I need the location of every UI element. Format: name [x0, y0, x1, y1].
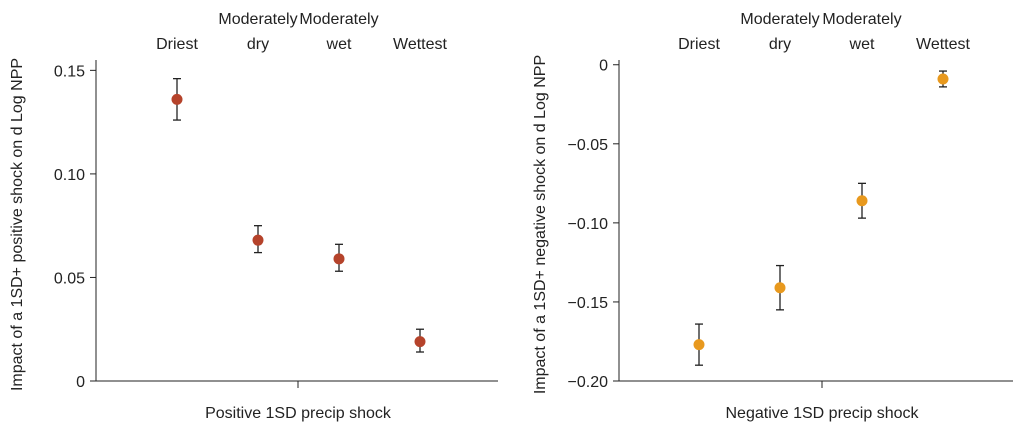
- chart-panel-1: 0 0.05 0.10 0.15 Driest Moderately dry Moderate…: [9, 11, 498, 422]
- data-point: [937, 73, 949, 85]
- category-label: Wettest: [393, 36, 448, 53]
- y-tick-label: 0.10: [54, 167, 85, 184]
- y-tick-label: −0.10: [568, 216, 609, 233]
- chart-panel-2: −0.20 −0.15 −0.10 −0.05 0 Driest Moderately dry…: [532, 11, 1013, 422]
- category-label: Moderately: [740, 11, 819, 28]
- category-label: Driest: [156, 36, 198, 53]
- category-label: dry: [769, 36, 791, 53]
- data-point: [774, 282, 786, 294]
- y-axis-label: Impact of a 1SD+ negative shock on d Log…: [532, 55, 549, 394]
- category-label: Moderately: [822, 11, 901, 28]
- data-point: [414, 336, 426, 348]
- data-point: [333, 253, 345, 265]
- data-point: [856, 195, 868, 207]
- data-point: [252, 234, 264, 246]
- category-label: Moderately: [299, 11, 378, 28]
- category-label: Driest: [678, 36, 720, 53]
- x-axis-label: Negative 1SD precip shock: [726, 405, 920, 422]
- data-point: [693, 339, 705, 351]
- y-axis-label: Impact of a 1SD+ positive shock on d Log…: [9, 58, 26, 391]
- category-label: Wettest: [916, 36, 971, 53]
- x-axis-label: Positive 1SD precip shock: [205, 405, 392, 422]
- category-label: Moderately: [218, 11, 297, 28]
- category-label: dry: [247, 36, 269, 53]
- y-tick-label: −0.05: [568, 137, 609, 154]
- y-tick-label: −0.20: [568, 374, 609, 391]
- y-tick-label: 0: [599, 58, 608, 75]
- data-point: [171, 93, 183, 105]
- y-tick-label: 0.05: [54, 270, 85, 287]
- y-tick-label: −0.15: [568, 295, 609, 312]
- category-label: wet: [326, 36, 352, 53]
- y-tick-label: 0: [76, 374, 85, 391]
- category-label: wet: [849, 36, 875, 53]
- y-tick-label: 0.15: [54, 63, 85, 80]
